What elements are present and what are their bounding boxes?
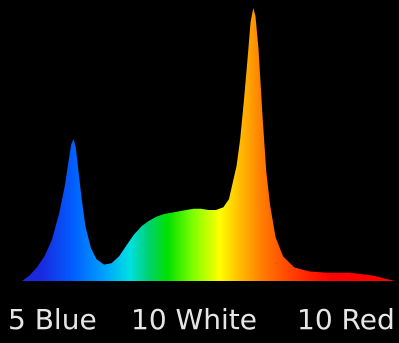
spectrum-chart — [22, 8, 395, 281]
spectrum-area — [22, 8, 395, 281]
caption-blue: 5 Blue — [8, 303, 97, 336]
caption-red: 10 Red — [297, 303, 395, 336]
caption-white: 10 White — [131, 303, 257, 336]
